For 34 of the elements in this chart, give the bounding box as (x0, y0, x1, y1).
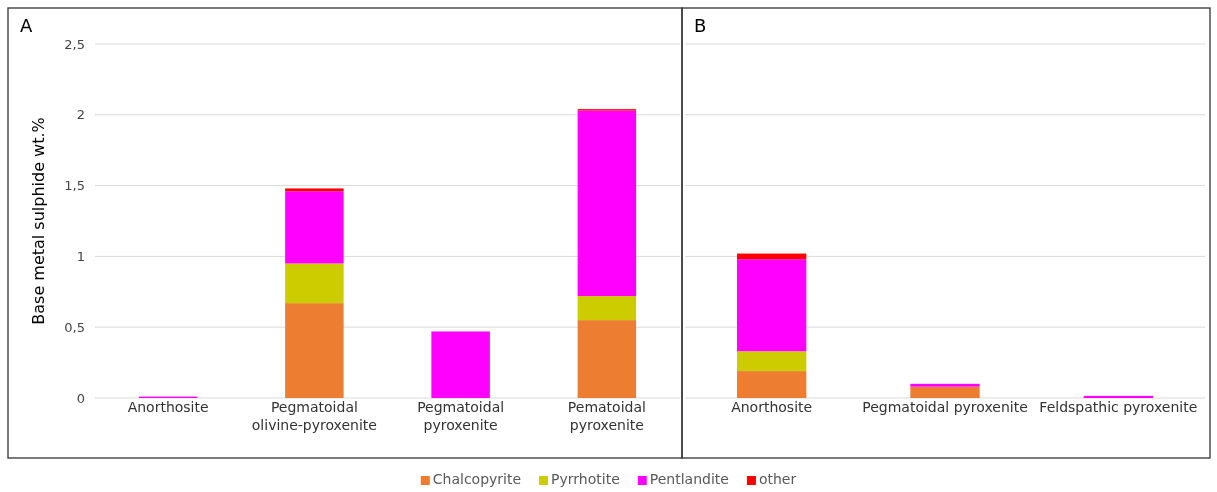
bar (737, 351, 807, 372)
bar (577, 296, 637, 321)
bar (577, 110, 637, 297)
y-tick-label: 2,5 (64, 36, 85, 52)
y-tick-label: 0 (76, 390, 85, 406)
bar (737, 259, 807, 352)
legend-label: Pyrrhotite (551, 471, 620, 487)
bar (285, 191, 344, 264)
text: B (694, 15, 707, 36)
x-tick-label: Anorthosite (127, 399, 209, 415)
x-tick-label: Pegmatoidal pyroxenite (862, 399, 1028, 415)
y-tick-label: 1 (76, 249, 85, 265)
bar (1083, 395, 1153, 398)
x-tick-label: Feldspathic pyroxenite (1039, 399, 1198, 415)
y-tick-label: 1,5 (64, 178, 85, 194)
bar (431, 331, 490, 398)
legend-label: other (758, 471, 797, 487)
bar (285, 303, 344, 398)
bar (910, 383, 980, 387)
y-axis-title: Base metal sulphide wt.% (29, 117, 48, 325)
text: A (20, 15, 33, 36)
bar (285, 263, 344, 304)
x-tick-label: Pematoidal pyroxenite (567, 399, 646, 433)
legend-label: Chalcopyrite (432, 471, 522, 487)
bar (577, 320, 637, 398)
x-tick-label: Pegmatoidal pyroxenite (417, 399, 505, 433)
bar (737, 371, 807, 398)
legend-label: Pentlandite (649, 471, 729, 487)
y-tick-label: 2 (76, 107, 85, 123)
bar (285, 188, 344, 192)
bar (910, 386, 980, 398)
x-tick-label: Pegmatoidal olivine-pyroxenite (251, 399, 377, 433)
y-tick-label: 0,5 (64, 319, 85, 335)
x-tick-label: Anorthosite (731, 399, 813, 415)
